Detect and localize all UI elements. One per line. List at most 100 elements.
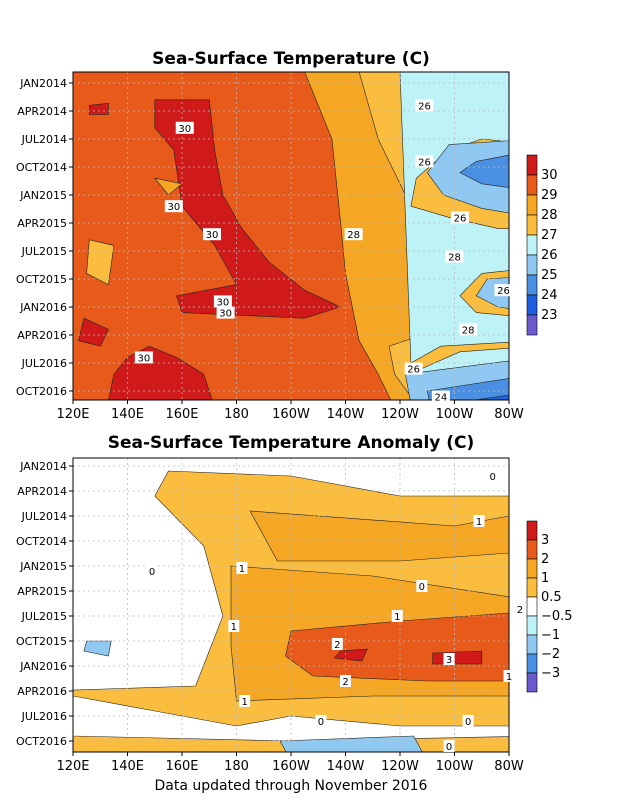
colorbar-swatch: [526, 615, 538, 636]
y-tick-label: JAN2016: [19, 301, 67, 314]
contour-label: 30: [213, 295, 232, 308]
contour-label-text: 28: [347, 230, 360, 241]
colorbar-swatch: [526, 174, 538, 196]
contour-label-text: 0: [318, 717, 324, 728]
y-tick-label: APR2015: [17, 217, 67, 230]
sst-chart-title: Sea-Surface Temperature (C): [152, 49, 430, 69]
y-tick-label: JAN2015: [19, 189, 67, 202]
y-tick-label: JAN2014: [19, 460, 67, 473]
contour-label-text: 1: [239, 564, 245, 575]
contour-label: 26: [415, 155, 434, 168]
x-tick-label: 120W: [381, 407, 419, 422]
colorbar-label: 3: [541, 533, 549, 548]
contour-label-text: 30: [217, 297, 230, 308]
contour-label: 0: [462, 715, 474, 728]
colorbar-label: 29: [541, 188, 558, 203]
y-tick-label: OCT2016: [16, 385, 67, 398]
anomaly-field-shading: [73, 458, 509, 752]
contour-label: 0: [146, 565, 158, 578]
contour-label: 30: [164, 200, 183, 213]
y-tick-label: OCT2015: [16, 635, 67, 648]
colorbar-label: −1: [541, 628, 560, 643]
contour-label-text: 26: [497, 286, 510, 297]
contour-label: 0: [487, 470, 499, 483]
colorbar-label: 26: [541, 248, 558, 263]
colorbar-swatch: [526, 634, 538, 655]
contour-label: 26: [494, 284, 513, 297]
contour-label-text: 1: [506, 672, 512, 683]
y-tick-label: JUL2016: [21, 710, 67, 723]
colorbar-swatch: [526, 577, 538, 598]
contour-label: 0: [416, 580, 428, 593]
colorbar-swatch: [526, 539, 538, 560]
sst-region-24: [459, 154, 509, 188]
contour-label-text: 0: [489, 472, 495, 483]
contour-label-text: 28: [448, 253, 461, 264]
colorbar-swatch: [526, 254, 538, 276]
contour-label: 26: [415, 99, 434, 112]
colorbar-swatch: [526, 520, 538, 541]
colorbar-label: 24: [541, 288, 558, 303]
contour-label: 24: [431, 390, 450, 404]
x-tick-label: 120E: [56, 407, 89, 422]
y-tick-label: OCT2016: [16, 735, 67, 748]
x-tick-label: 160W: [272, 759, 310, 774]
contour-label: 0: [443, 740, 455, 753]
contour-label: 28: [344, 228, 363, 241]
contour-label-text: 1: [241, 697, 247, 708]
contour-label: 1: [503, 670, 515, 683]
x-tick-label: 160W: [272, 407, 310, 422]
contour-label-text: 3: [446, 655, 452, 666]
colorbar-label: −2: [541, 647, 560, 662]
x-tick-label: 140E: [111, 759, 144, 774]
y-tick-label: JUL2014: [21, 133, 67, 146]
contour-label-text: 26: [407, 365, 420, 376]
anom-region-neg1: [279, 735, 423, 752]
colorbar-label: 23: [541, 308, 558, 323]
y-tick-label: JUL2015: [21, 245, 67, 258]
contour-label: 3: [443, 653, 455, 666]
contour-label: 28: [459, 323, 478, 336]
colorbar-label: 30: [541, 168, 558, 183]
contour-label-text: 28: [462, 325, 475, 336]
contour-label: 1: [239, 695, 251, 708]
y-tick-label: JAN2016: [19, 660, 67, 673]
y-tick-label: APR2014: [17, 485, 67, 498]
contour-label: 28: [445, 250, 464, 264]
contour-label: 1: [473, 515, 485, 528]
y-tick-label: OCT2015: [16, 273, 67, 286]
contour-label: 1: [236, 562, 248, 575]
colorbar-swatch-lowest: [526, 314, 538, 336]
x-tick-label: 140W: [327, 407, 365, 422]
x-tick-label: 120W: [381, 759, 419, 774]
sst-region-30b: [78, 317, 109, 347]
contour-label: 2: [331, 638, 343, 651]
contour-label: 1: [228, 620, 240, 633]
colorbar-label: 27: [541, 228, 558, 243]
y-tick-label: APR2016: [17, 685, 67, 698]
colorbar-label: −3: [541, 666, 560, 681]
anom-region-1: [249, 510, 509, 562]
contour-label: 30: [134, 351, 153, 364]
anomaly-chart-title: Sea-Surface Temperature Anomaly (C): [108, 433, 475, 453]
x-tick-label: 120E: [56, 759, 89, 774]
contour-label-text: 0: [419, 582, 425, 593]
contour-label-text: 30: [206, 230, 219, 241]
colorbar-swatch: [526, 558, 538, 579]
contour-label-text: 0: [149, 567, 155, 578]
contour-label-text: 30: [137, 353, 150, 364]
contour-label-text: 26: [454, 213, 467, 224]
contour-label-text: 2: [342, 677, 348, 688]
colorbar-swatch: [526, 214, 538, 236]
contour-label: 26: [450, 211, 469, 224]
anomaly-panel: Sea-Surface Temperature Anomaly (C) 0 1 0 1…: [16, 433, 573, 774]
y-tick-label: OCT2014: [16, 161, 67, 174]
contour-label: 30: [216, 306, 235, 320]
sst-region-23: [472, 394, 509, 400]
x-tick-label: 180: [224, 759, 249, 774]
x-tick-label: 100W: [436, 759, 474, 774]
contour-label: 0: [315, 715, 327, 728]
contour-label-text: 26: [418, 101, 431, 112]
colorbar-swatch: [526, 294, 538, 316]
